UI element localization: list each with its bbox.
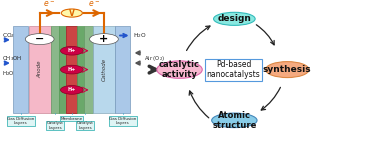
Text: H+: H+ bbox=[68, 67, 76, 72]
Text: Air (O$_2$): Air (O$_2$) bbox=[144, 54, 166, 63]
Bar bbox=[115, 26, 130, 113]
Text: $e^-$: $e^-$ bbox=[43, 0, 55, 9]
Text: H$_2$O: H$_2$O bbox=[2, 69, 15, 78]
Text: design: design bbox=[217, 14, 251, 23]
Circle shape bbox=[61, 9, 82, 17]
Circle shape bbox=[90, 34, 118, 45]
Text: H+: H+ bbox=[68, 48, 76, 53]
Bar bbox=[13, 26, 28, 113]
Text: H$_2$O: H$_2$O bbox=[133, 31, 147, 40]
Text: +: + bbox=[99, 34, 108, 44]
Bar bbox=[84, 26, 93, 113]
Circle shape bbox=[60, 65, 83, 74]
Ellipse shape bbox=[212, 113, 257, 128]
Ellipse shape bbox=[265, 62, 309, 78]
Text: Membrane: Membrane bbox=[61, 117, 83, 121]
Text: H+: H+ bbox=[68, 87, 76, 92]
Text: $e^-$: $e^-$ bbox=[88, 0, 101, 9]
Text: Gas Diffusion
Layers: Gas Diffusion Layers bbox=[7, 117, 34, 125]
Bar bbox=[93, 26, 115, 113]
Text: −: − bbox=[35, 34, 44, 44]
Circle shape bbox=[60, 86, 83, 94]
Text: Cathode: Cathode bbox=[101, 58, 107, 81]
Text: V: V bbox=[69, 9, 75, 18]
Ellipse shape bbox=[157, 61, 202, 78]
Circle shape bbox=[60, 46, 83, 55]
Bar bbox=[51, 26, 59, 113]
Text: catalytic
activity: catalytic activity bbox=[159, 60, 200, 79]
Bar bbox=[66, 26, 77, 113]
Text: CO$_2$: CO$_2$ bbox=[2, 31, 15, 40]
Text: Gas Diffusion
Layers: Gas Diffusion Layers bbox=[109, 117, 136, 125]
Text: synthesis: synthesis bbox=[263, 65, 311, 74]
Text: Atomic
structure: Atomic structure bbox=[212, 111, 257, 130]
Text: Anode: Anode bbox=[37, 61, 42, 78]
Text: Catalyst
Layers: Catalyst Layers bbox=[77, 121, 93, 130]
Text: Pd-based
nanocatalysts: Pd-based nanocatalysts bbox=[207, 60, 260, 79]
Bar bbox=[29, 26, 51, 113]
Bar bbox=[59, 26, 66, 113]
Circle shape bbox=[25, 34, 54, 45]
Bar bbox=[77, 26, 84, 113]
Text: CH$_3$OH: CH$_3$OH bbox=[2, 54, 22, 63]
Text: Catalyst
Layers: Catalyst Layers bbox=[47, 121, 64, 130]
Ellipse shape bbox=[214, 12, 255, 25]
